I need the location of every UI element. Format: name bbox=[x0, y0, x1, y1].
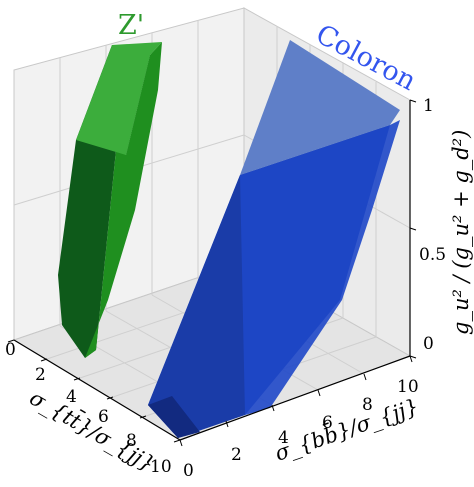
x-tick-3: 6 bbox=[98, 407, 109, 427]
zprime-side-face bbox=[85, 42, 162, 358]
z-tick-0: 0 bbox=[423, 334, 434, 354]
x-tick-0: 0 bbox=[5, 340, 16, 360]
y-tick-2: 4 bbox=[278, 428, 289, 448]
region-coloron bbox=[148, 40, 400, 438]
x-tick-5: 10 bbox=[150, 457, 172, 477]
x-axis-line bbox=[13, 339, 181, 441]
y-axis-line bbox=[179, 355, 411, 441]
coloron-front-face bbox=[240, 120, 400, 415]
z-tick-labels: 0 0.5 1 bbox=[419, 96, 446, 354]
coloron-top-face bbox=[240, 40, 400, 175]
y-tick-1: 2 bbox=[231, 445, 242, 465]
z-tick-2: 1 bbox=[423, 96, 434, 116]
y-tick-4: 8 bbox=[362, 395, 373, 415]
tick-marks bbox=[7, 99, 417, 447]
x-tick-4: 8 bbox=[126, 431, 137, 451]
region-zprime bbox=[58, 42, 162, 358]
zprime-label: Z' bbox=[118, 10, 144, 41]
y-tick-labels: 0 2 4 6 8 10 bbox=[183, 377, 419, 481]
y-tick-0: 0 bbox=[183, 461, 194, 481]
y-tick-3: 6 bbox=[322, 413, 333, 433]
coloron-bottom-face bbox=[148, 396, 200, 438]
x-tick-1: 2 bbox=[35, 365, 46, 385]
x-tick-labels: 0 2 4 6 8 10 bbox=[5, 340, 172, 477]
zprime-top-face bbox=[76, 42, 162, 155]
y-axis-title: σ_{bb̄}/σ_{jj} bbox=[271, 393, 421, 466]
z-tick-1: 0.5 bbox=[419, 245, 446, 265]
x-tick-2: 4 bbox=[66, 387, 77, 407]
y-tick-5: 10 bbox=[397, 377, 419, 397]
z-axis-title: g_u² / (g_u² + g_d²) bbox=[449, 130, 473, 335]
